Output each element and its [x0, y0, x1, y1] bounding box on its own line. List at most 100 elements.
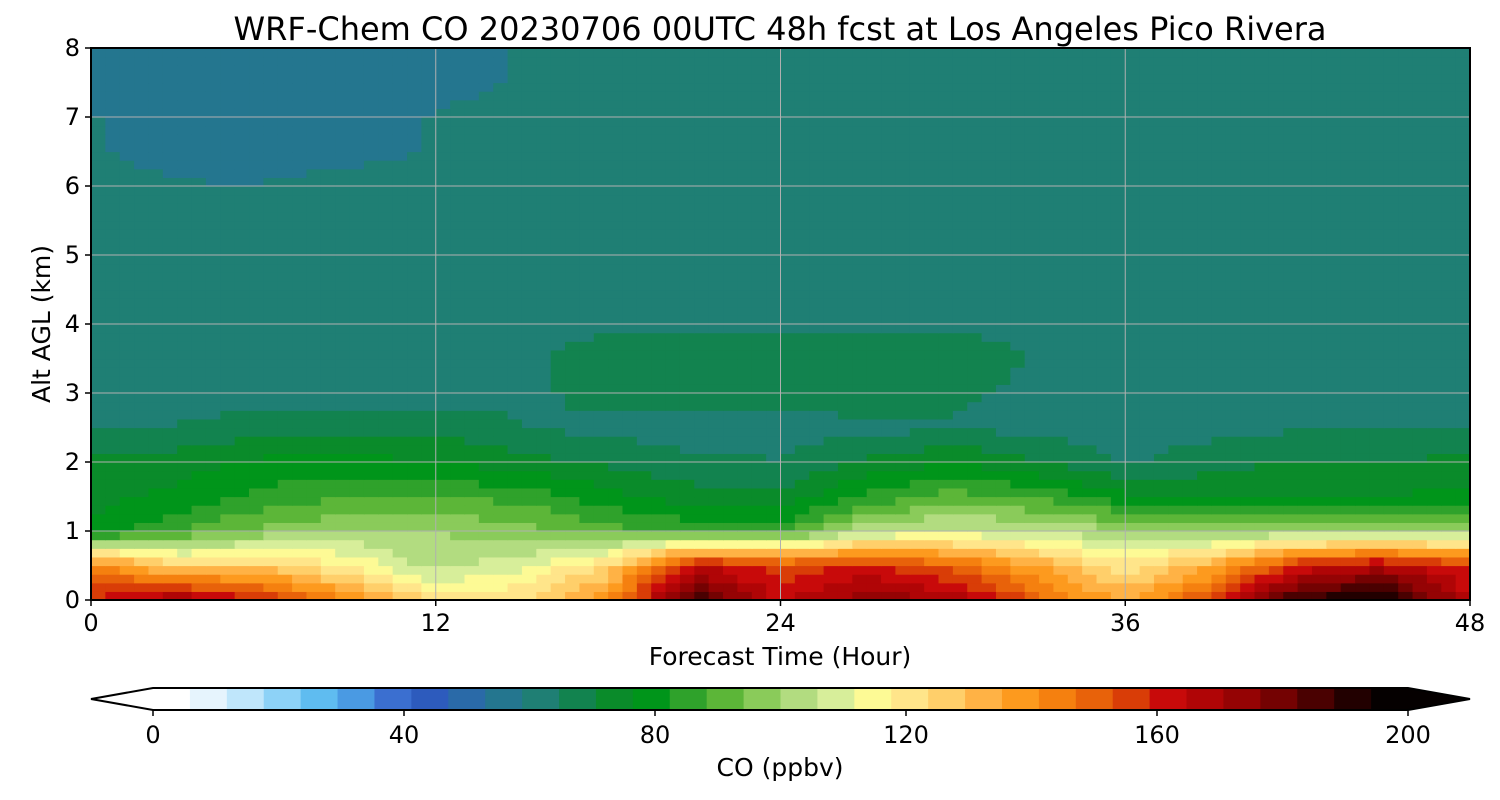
heatmap-cell [277, 574, 293, 584]
heatmap-cell [651, 229, 667, 239]
heatmap-cell [593, 358, 609, 368]
heatmap-cell [1254, 591, 1270, 601]
heatmap-cell [407, 324, 422, 334]
heatmap-cell [909, 263, 925, 273]
heatmap-cell [1240, 556, 1256, 567]
heatmap-cell [234, 289, 250, 299]
heatmap-cell [536, 211, 552, 222]
heatmap-cell [263, 393, 279, 403]
heatmap-cell [1441, 479, 1457, 489]
heatmap-cell [823, 168, 839, 178]
heatmap-cell [938, 375, 954, 385]
heatmap-cell [1455, 272, 1471, 282]
heatmap-cell [1024, 203, 1040, 213]
heatmap-cell [952, 436, 968, 446]
heatmap-cell [1082, 255, 1098, 265]
heatmap-cell [1197, 160, 1213, 170]
heatmap-cell [1441, 298, 1457, 308]
heatmap-cell [579, 349, 595, 360]
heatmap-cell [1039, 332, 1055, 342]
heatmap-cell [938, 513, 954, 523]
heatmap-cell [277, 548, 293, 558]
heatmap-cell [809, 401, 825, 411]
heatmap-cell [234, 556, 250, 567]
heatmap-cell [593, 496, 609, 506]
heatmap-cell [608, 522, 624, 532]
heatmap-cell [1168, 280, 1184, 291]
heatmap-cell [766, 272, 782, 282]
heatmap-cell [1383, 479, 1399, 489]
heatmap-cell [191, 306, 207, 316]
heatmap-cell [751, 280, 767, 291]
heatmap-cell [1369, 194, 1385, 204]
heatmap-cell [636, 539, 652, 549]
heatmap-cell [464, 574, 480, 584]
heatmap-cell [579, 496, 595, 506]
heatmap-cell [363, 393, 379, 403]
heatmap-cell [1326, 367, 1342, 377]
heatmap-cell [737, 255, 753, 265]
heatmap-cell [809, 470, 825, 480]
heatmap-cell [694, 470, 710, 480]
heatmap-cell [967, 246, 983, 256]
heatmap-cell [91, 341, 106, 351]
heatmap-cell [924, 211, 940, 222]
heatmap-cell [837, 574, 853, 584]
heatmap-cell [148, 358, 164, 368]
heatmap-cell [665, 531, 681, 541]
heatmap-cell [1398, 358, 1414, 368]
heatmap-cell [292, 246, 308, 256]
heatmap-cell [493, 186, 509, 196]
heatmap-cell [378, 168, 394, 178]
heatmap-cell [1340, 427, 1356, 437]
heatmap-cell [1412, 211, 1428, 222]
heatmap-cell [1326, 427, 1342, 437]
heatmap-cell [1153, 462, 1169, 472]
heatmap-cell [1039, 375, 1055, 385]
heatmap-cell [1268, 582, 1284, 592]
heatmap-cell [1297, 298, 1313, 308]
heatmap-cell [162, 367, 178, 377]
heatmap-cell [435, 324, 451, 334]
heatmap-cell [91, 255, 106, 265]
heatmap-cell [450, 160, 466, 170]
heatmap-cell [191, 298, 207, 308]
heatmap-cell [651, 539, 667, 549]
heatmap-cell [651, 367, 667, 377]
heatmap-cell [967, 341, 983, 351]
heatmap-cell [1082, 375, 1098, 385]
heatmap-cell [995, 462, 1011, 472]
heatmap-cell [766, 341, 782, 351]
heatmap-cell [550, 487, 566, 498]
heatmap-cell [521, 168, 537, 178]
heatmap-cell [335, 229, 351, 239]
heatmap-cell [1340, 444, 1356, 454]
heatmap-cell [723, 375, 738, 385]
heatmap-cell [1039, 151, 1055, 161]
heatmap-cell [1254, 298, 1270, 308]
heatmap-cell [220, 186, 236, 196]
heatmap-cell [363, 444, 379, 454]
heatmap-cell [306, 556, 322, 567]
heatmap-cell [1225, 289, 1241, 299]
heatmap-cell [1110, 548, 1126, 558]
heatmap-cell [737, 177, 753, 187]
heatmap-cell [579, 548, 595, 558]
heatmap-cell [565, 151, 580, 161]
heatmap-cell [694, 513, 710, 523]
heatmap-cell [1053, 393, 1069, 403]
heatmap-cell [378, 479, 394, 489]
heatmap-cell [1168, 237, 1184, 247]
heatmap-cell [1225, 479, 1241, 489]
heatmap-cell [1211, 496, 1227, 506]
heatmap-cell [1398, 470, 1414, 480]
heatmap-cell [837, 272, 853, 282]
heatmap-cell [981, 306, 997, 316]
heatmap-cell [751, 306, 767, 316]
heatmap-cell [1082, 401, 1098, 411]
heatmap-cell [148, 582, 164, 592]
heatmap-cell [263, 427, 279, 437]
heatmap-cell [1225, 453, 1241, 463]
heatmap-cell [1268, 341, 1284, 351]
heatmap-cell [708, 177, 724, 187]
